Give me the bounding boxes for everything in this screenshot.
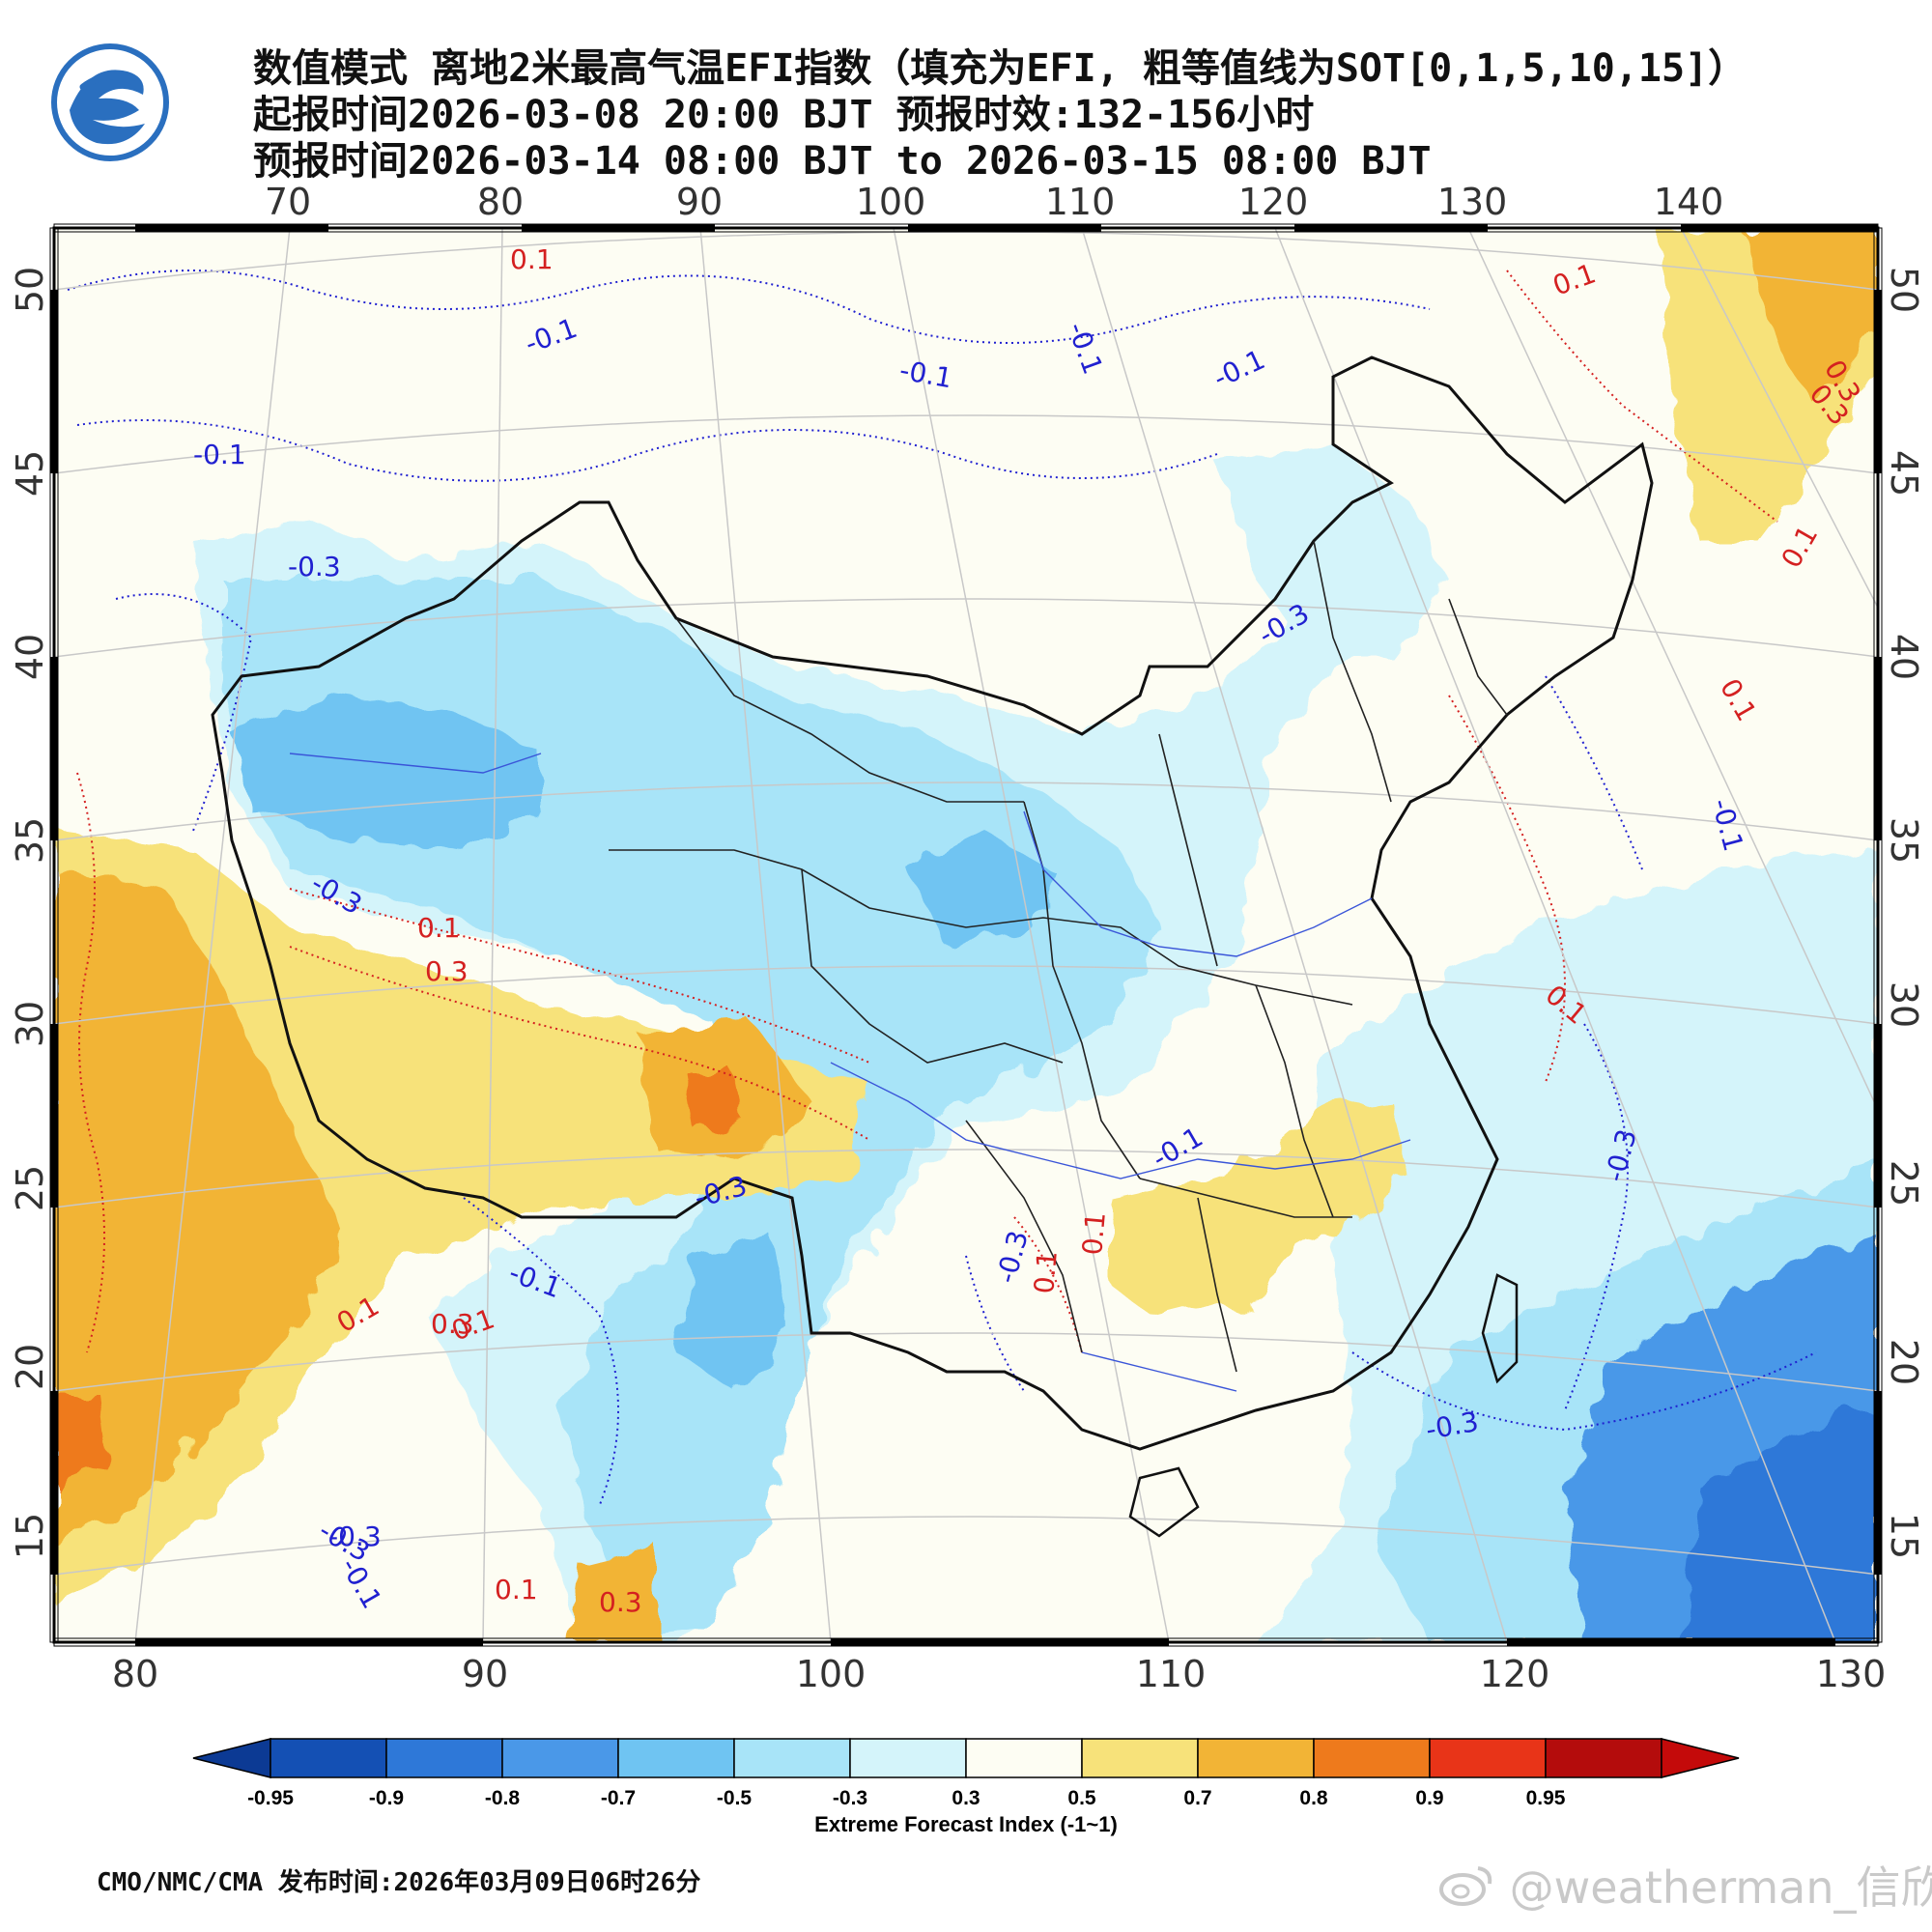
lon-label-bottom: 110 <box>1136 1653 1207 1695</box>
efi-region-warm-strong <box>54 1391 106 1488</box>
contour-value-label: -0.3 <box>328 1520 382 1552</box>
contour-value-label: 0.1 <box>1028 1249 1064 1294</box>
lat-label-right: 40 <box>1883 634 1925 680</box>
efi-region-warm-mid <box>570 1546 657 1642</box>
lon-label-bottom: 120 <box>1480 1653 1550 1695</box>
watermark: @weatherman_信欣 <box>1437 1853 1932 1917</box>
map-title-line3: 预报时间2026-03-14 08:00 BJT to 2026-03-15 0… <box>253 139 1432 184</box>
colorbar-swatch <box>501 1738 619 1778</box>
rivers <box>289 753 1411 1392</box>
colorbar-arrow-left <box>192 1738 271 1778</box>
colorbar-swatch <box>1545 1738 1662 1778</box>
lon-label-top: 80 <box>477 181 524 223</box>
colorbar-swatch <box>1313 1738 1431 1778</box>
lon-label-top: 100 <box>856 181 926 223</box>
colorbar-tick-label: -0.8 <box>484 1787 521 1809</box>
colorbar-tick-label: -0.7 <box>600 1787 637 1809</box>
contour-value-label: 0.3 <box>425 955 469 987</box>
lon-label-top: 90 <box>676 181 723 223</box>
lat-label-left: 40 <box>9 634 51 680</box>
lon-label-top: 130 <box>1437 181 1508 223</box>
china-boundary <box>211 355 1654 1451</box>
colorbar-arrow-right <box>1661 1738 1740 1778</box>
colorbar-tick-label: 0.95 <box>1525 1787 1566 1809</box>
lon-label-top: 70 <box>265 181 311 223</box>
colorbar-tick-label: 0.9 <box>1415 1787 1444 1809</box>
efi-region-warm-light <box>54 831 869 1604</box>
lat-label-left: 15 <box>9 1513 51 1559</box>
colorbar-tick-label: 0.5 <box>1067 1787 1096 1809</box>
lat-label-left: 50 <box>9 267 51 313</box>
efi-region-cold-strong <box>232 696 541 850</box>
colorbar-swatch <box>1197 1738 1315 1778</box>
contour-value-label: 0.1 <box>417 912 461 944</box>
colorbar-tick-label: 0.7 <box>1183 1787 1212 1809</box>
contour-value-label: 0.1 <box>495 1574 538 1605</box>
lat-label-left: 35 <box>9 817 51 864</box>
efi-region-warm-mid <box>1739 228 1878 406</box>
colorbar-tick-label: 0.8 <box>1299 1787 1328 1809</box>
lon-label-bottom: 80 <box>112 1653 158 1695</box>
contour-value-label: -0.3 <box>288 551 341 582</box>
colorbar-swatch <box>965 1738 1083 1778</box>
footer-source: CMO/NMC/CMA 发布时间:2026年03月09日06时26分 <box>97 1868 701 1897</box>
colorbar-swatch <box>733 1738 851 1778</box>
efi-contour-lines <box>67 270 1817 1508</box>
watermark-text: @weatherman_信欣 <box>1509 1861 1932 1914</box>
colorbar-title: Extreme Forecast Index (-1~1) <box>814 1812 1118 1836</box>
lat-label-right: 45 <box>1883 450 1925 497</box>
lat-label-right: 30 <box>1883 981 1925 1028</box>
efi-region-warm-strong <box>686 1072 744 1130</box>
colorbar-tick-label: 0.3 <box>952 1787 980 1809</box>
lat-label-right: 20 <box>1883 1339 1925 1385</box>
weibo-icon <box>1439 1866 1492 1906</box>
lat-label-left: 45 <box>9 450 51 497</box>
colorbar-swatch <box>1081 1738 1199 1778</box>
efi-region-warm-mid <box>54 869 348 1546</box>
efi-region-cold-strong <box>1681 1410 1878 1642</box>
lat-label-left: 20 <box>9 1344 51 1390</box>
lat-label-right: 25 <box>1883 1160 1925 1207</box>
map-title-line2: 起报时间2026-03-08 20:00 BJT 预报时效:132-156小时 <box>253 93 1315 137</box>
taiwan-outline <box>1481 1273 1519 1384</box>
cma-logo-icon <box>51 43 169 161</box>
lon-label-bottom: 90 <box>462 1653 508 1695</box>
colorbar-swatch <box>1429 1738 1547 1778</box>
lon-label-bottom: 130 <box>1816 1653 1887 1695</box>
colorbar-tick-label: -0.3 <box>832 1787 868 1809</box>
frame-ticks <box>49 223 1883 1647</box>
colorbar-swatch <box>385 1738 503 1778</box>
efi-region-warm-light <box>1111 1101 1410 1314</box>
colorbar-tick-label: -0.5 <box>716 1787 753 1809</box>
efi-region-cold-light <box>1217 444 1449 657</box>
lon-label-top: 120 <box>1238 181 1309 223</box>
colorbar-swatch <box>849 1738 967 1778</box>
hainan-outline <box>1128 1466 1200 1538</box>
colorbar-swatch <box>617 1738 735 1778</box>
lat-label-left: 30 <box>9 1001 51 1047</box>
contour-value-label: 0.1 <box>1076 1210 1112 1256</box>
colorbar <box>192 1738 1740 1778</box>
contour-value-label: -0.1 <box>193 439 246 470</box>
contour-value-label: 0.3 <box>599 1586 642 1618</box>
lat-label-right: 50 <box>1883 267 1925 313</box>
colorbar-tick-label: -0.95 <box>247 1787 294 1809</box>
lat-label-right: 15 <box>1883 1513 1925 1559</box>
lon-label-top: 140 <box>1654 181 1724 223</box>
lat-label-right: 35 <box>1883 817 1925 864</box>
efi-region-cold-strong <box>676 1236 792 1391</box>
lon-label-bottom: 100 <box>796 1653 867 1695</box>
colorbar-tick-label: -0.9 <box>368 1787 405 1809</box>
lat-label-left: 25 <box>9 1165 51 1211</box>
lon-label-top: 110 <box>1045 181 1116 223</box>
contour-value-label: 0.3 <box>431 1308 474 1340</box>
efi-fill-layer <box>54 228 1878 1642</box>
colorbar-swatch <box>270 1738 387 1778</box>
contour-value-label: 0.1 <box>510 243 554 275</box>
map-title-line1: 数值模式 离地2米最高气温EFI指数（填充为EFI, 粗等值线为SOT[0,1,… <box>253 46 1747 91</box>
